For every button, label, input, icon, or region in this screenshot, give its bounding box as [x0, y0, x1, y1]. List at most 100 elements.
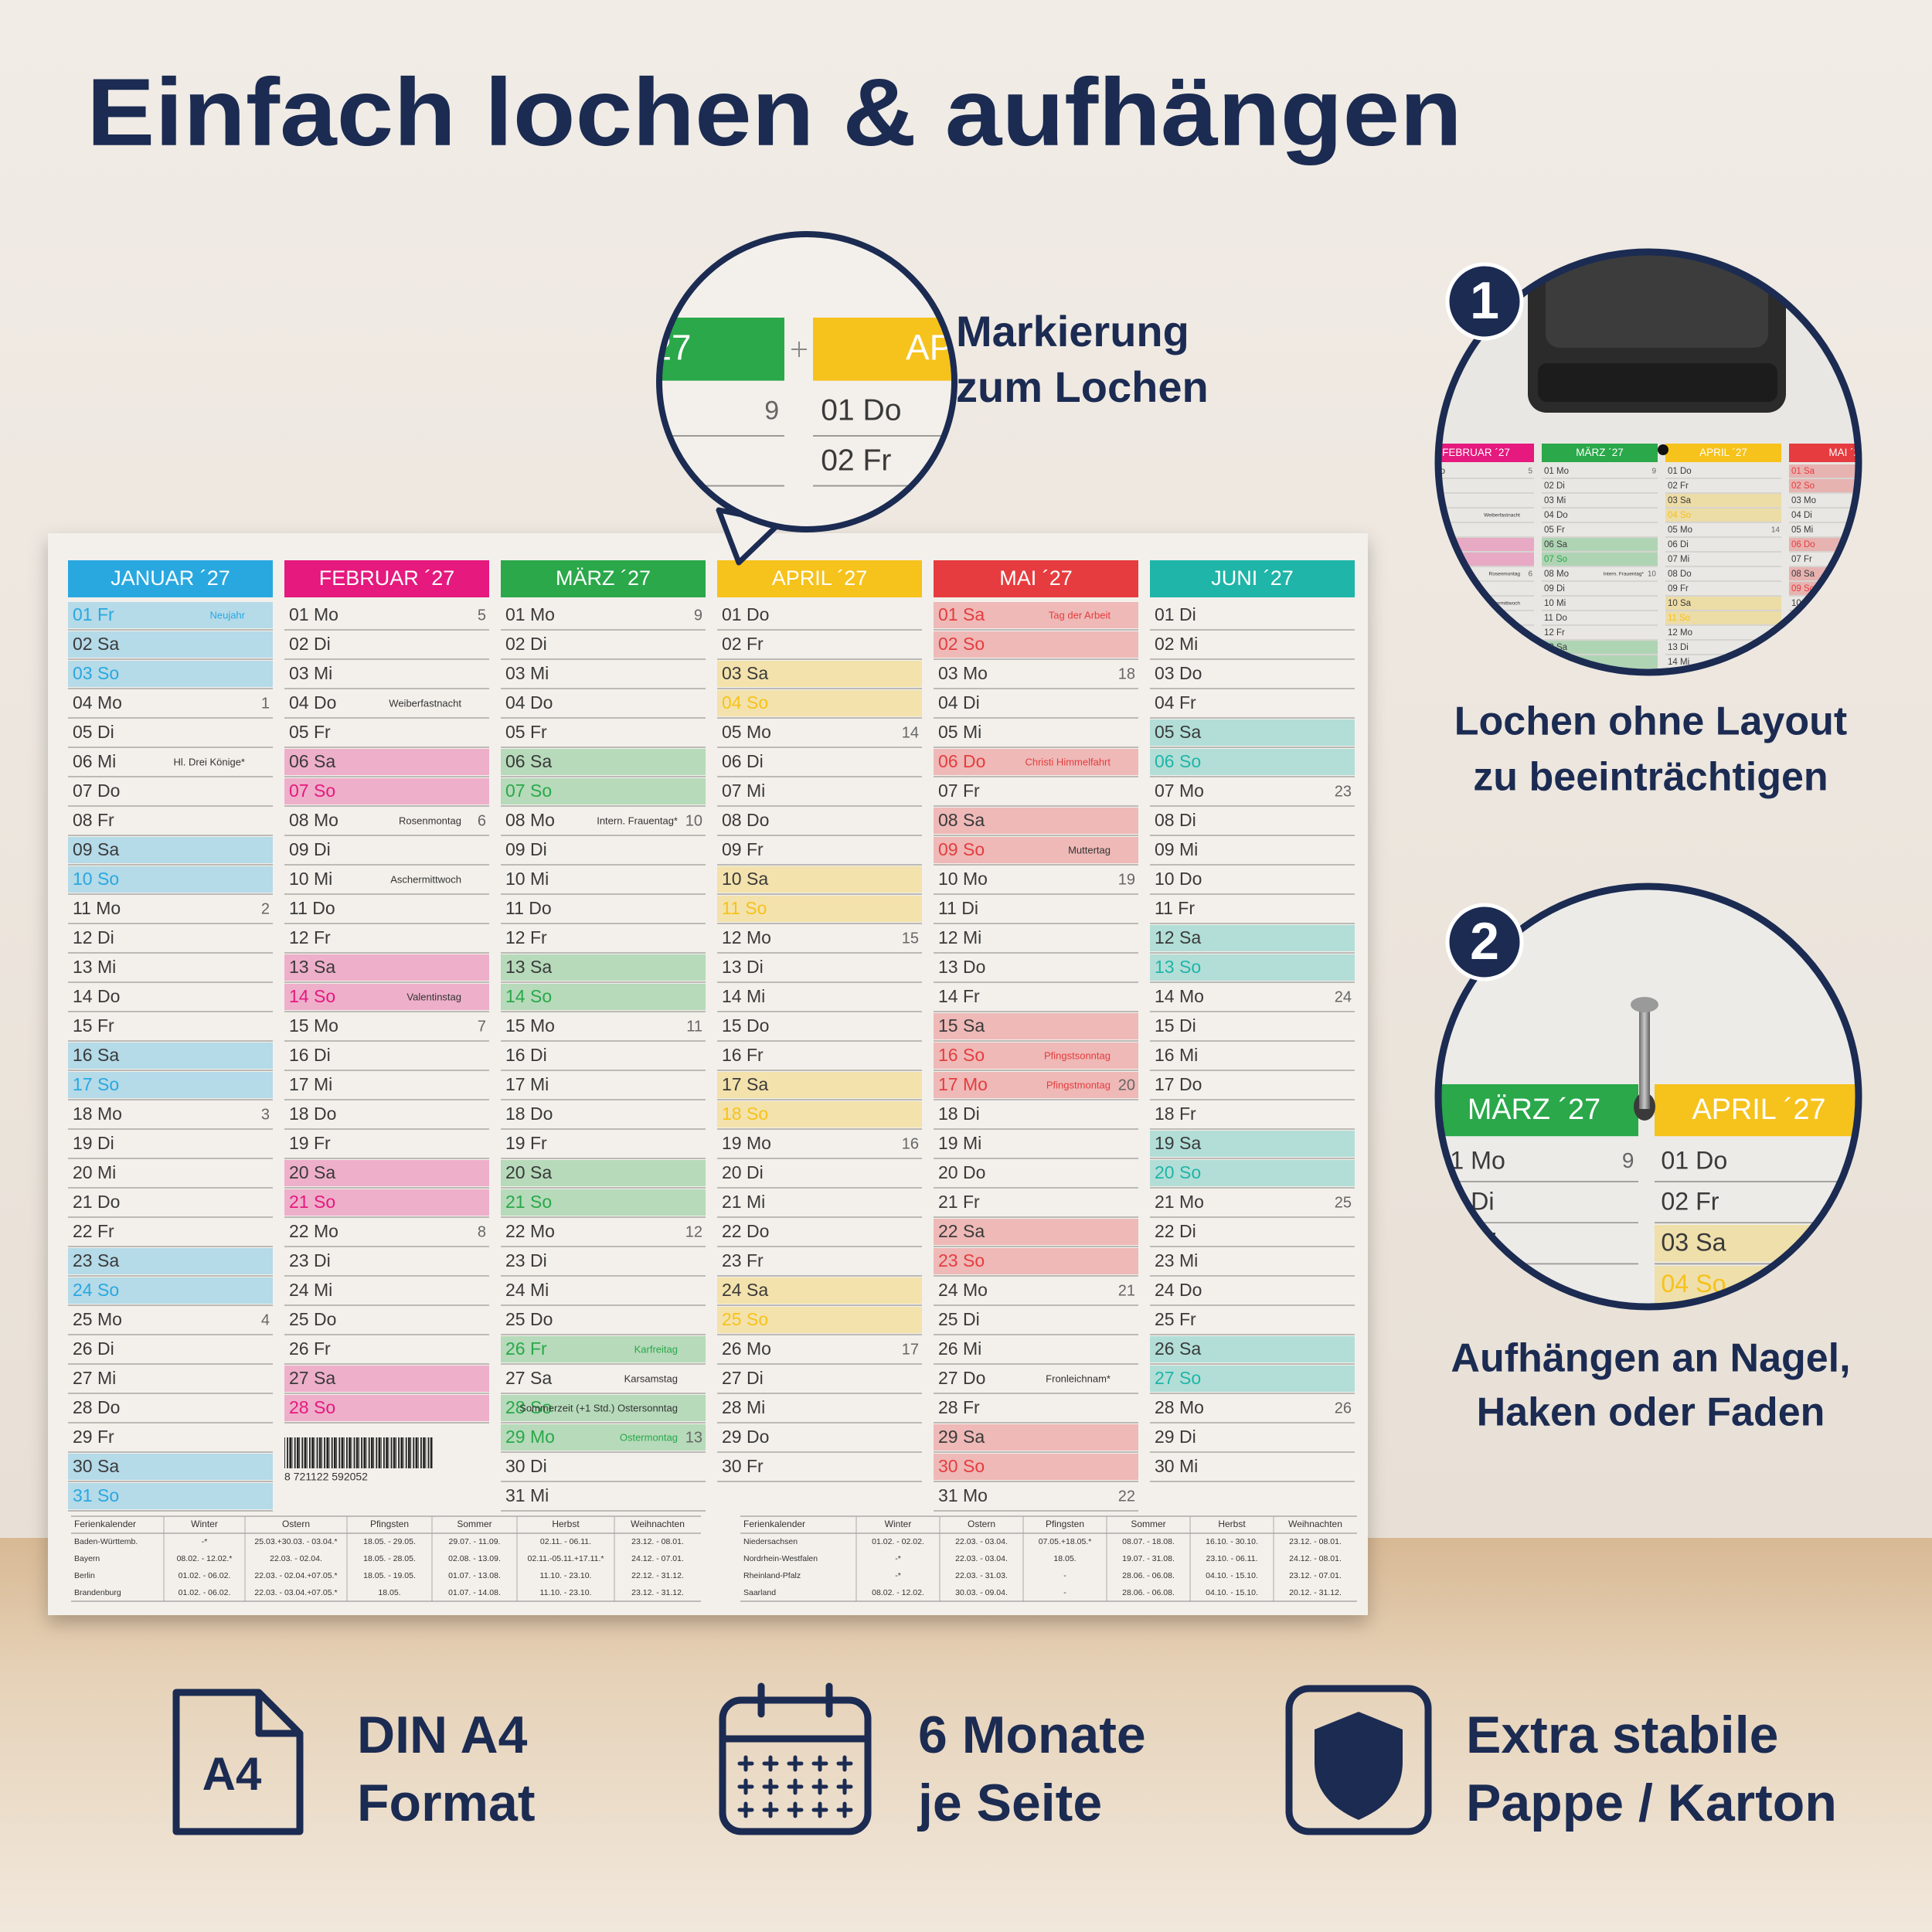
week-number: 8 — [478, 1223, 486, 1240]
day-label: 05 Mo — [722, 722, 771, 742]
day-label: 11 Fr — [1155, 898, 1195, 918]
barcode-bar — [388, 1437, 389, 1468]
day-label: 28 So — [505, 1397, 552, 1417]
day-highlight — [501, 984, 706, 1010]
icon-document — [172, 1689, 304, 1835]
day-highlight — [68, 1277, 273, 1304]
week-number: 10 — [1648, 570, 1657, 579]
day-label: 21 So — [289, 1192, 335, 1212]
day-label: 19 Fr — [289, 1133, 331, 1153]
step-ring — [1434, 883, 1862, 1311]
day-label: 11 So — [722, 898, 767, 918]
month-header — [1665, 444, 1781, 462]
day-label: 27 Sa — [505, 1368, 552, 1388]
barcode-number: 8 721122 592052 — [284, 1471, 368, 1483]
day-highlight — [1665, 611, 1781, 624]
barcode-bar — [316, 1437, 318, 1468]
table-cell: 22.03. - 31.03. — [955, 1571, 1008, 1580]
day-label: 09 So — [938, 839, 985, 859]
table-cell: 19.07. - 31.08. — [1122, 1554, 1175, 1563]
day-label: 05 Sa — [1155, 722, 1201, 742]
day-label: 13 Di — [722, 957, 764, 977]
day-label: 26 Fr — [505, 1338, 547, 1359]
day-label: 15 Do — [722, 1015, 769, 1036]
day-highlight — [717, 1072, 922, 1098]
day-label: 06 Sa — [1544, 540, 1568, 549]
barcode-bar — [338, 1437, 341, 1468]
barcode-bar — [393, 1437, 396, 1468]
day-highlight — [934, 1424, 1138, 1451]
day-label: 27 Mi — [73, 1368, 116, 1388]
table-cell: Baden-Württemb. — [74, 1537, 138, 1546]
feature-text: Pappe / Karton — [1466, 1774, 1837, 1832]
day-note: Fronleichnam* — [1046, 1372, 1111, 1384]
icon-calendar-cross — [762, 1755, 779, 1772]
table-cell: 22.03. - 03.04. — [955, 1537, 1008, 1546]
day-highlight — [68, 602, 273, 628]
day-note: Christi Himmelfahrt — [1025, 756, 1111, 767]
day-label: 16 Mi — [1155, 1045, 1198, 1065]
table-cell: Nordrhein-Westfalen — [743, 1554, 818, 1563]
day-label: 05 Fr — [1544, 526, 1565, 535]
table-cell: 18.05. — [1053, 1554, 1076, 1563]
day-label: 06 Di — [1668, 540, 1689, 549]
table-cell: 24.12. - 07.01. — [631, 1554, 684, 1563]
table-cell: - — [1063, 1588, 1066, 1597]
barcode-bar — [334, 1437, 336, 1468]
table-cell: 18.05. - 19.05. — [363, 1571, 416, 1580]
day-label: 17 Do — [1155, 1074, 1202, 1094]
month-name: MAI ´27 — [999, 566, 1073, 590]
barcode-bar — [366, 1437, 367, 1468]
barcode-bar — [349, 1437, 351, 1468]
day-label: 09 Di — [289, 839, 331, 859]
day-label: 16 Di — [289, 1045, 331, 1065]
step-text: Haken oder Faden — [1477, 1390, 1825, 1435]
day-label: 03 Mi — [1544, 496, 1566, 505]
table-header: Sommer — [457, 1519, 492, 1529]
day-highlight — [284, 1160, 489, 1186]
table-cell: 11.10. - 23.10. — [540, 1571, 592, 1580]
week-number: 26 — [1335, 1400, 1352, 1417]
day-label: 08 Sa — [938, 810, 985, 830]
barcode-bar — [328, 1437, 330, 1468]
table-cell: 02.11.-05.11.+17.11.* — [528, 1554, 604, 1563]
day-highlight — [68, 1454, 273, 1480]
table-cell: 04.10. - 15.10. — [1206, 1588, 1258, 1597]
day-label: 12 Mo — [722, 927, 771, 947]
icon-calendar-cross — [737, 1755, 754, 1772]
day-label: 14 Mi — [722, 986, 765, 1006]
barcode-bar — [386, 1437, 388, 1468]
day-label: 25 Do — [505, 1309, 553, 1329]
day-label: 18 So — [722, 1104, 768, 1124]
barcode-bar — [289, 1437, 292, 1468]
day-highlight — [501, 954, 706, 981]
week-number: 11 — [686, 1018, 702, 1035]
day-highlight — [1150, 719, 1355, 746]
table-cell: 07.05.+18.05.* — [1039, 1537, 1092, 1546]
month-name: MÄRZ ´27 — [1468, 1094, 1600, 1126]
barcode-bar — [427, 1437, 430, 1468]
day-highlight — [284, 954, 489, 981]
day-label: 08 Do — [722, 810, 769, 830]
day-label: 31 Mo — [938, 1485, 988, 1505]
day-label: 05 Mo — [1668, 526, 1692, 535]
day-label: 07 So — [505, 781, 552, 801]
day-note: Ostermontag — [620, 1431, 678, 1443]
barcode-bar — [331, 1437, 333, 1468]
day-highlight — [717, 1101, 922, 1128]
barcode-bar — [326, 1437, 329, 1468]
table-cell: 18.05. — [378, 1588, 400, 1597]
table-cell: 22.03. - 02.04.+07.05.* — [254, 1571, 337, 1580]
day-label: 17 Mi — [289, 1074, 332, 1094]
day-highlight — [934, 1248, 1138, 1274]
day-label: 14 Fr — [938, 986, 980, 1006]
barcode-bar — [383, 1437, 385, 1468]
day-highlight — [934, 1219, 1138, 1245]
day-highlight — [717, 1277, 922, 1304]
zoom-paper — [659, 234, 954, 529]
day-label: 23 Di — [505, 1250, 547, 1270]
day-label: 19 Fr — [505, 1133, 547, 1153]
table-cell: 18.05. - 28.05. — [363, 1554, 416, 1563]
day-label: 06 Do — [938, 751, 985, 771]
week-number: 19 — [1118, 871, 1135, 888]
